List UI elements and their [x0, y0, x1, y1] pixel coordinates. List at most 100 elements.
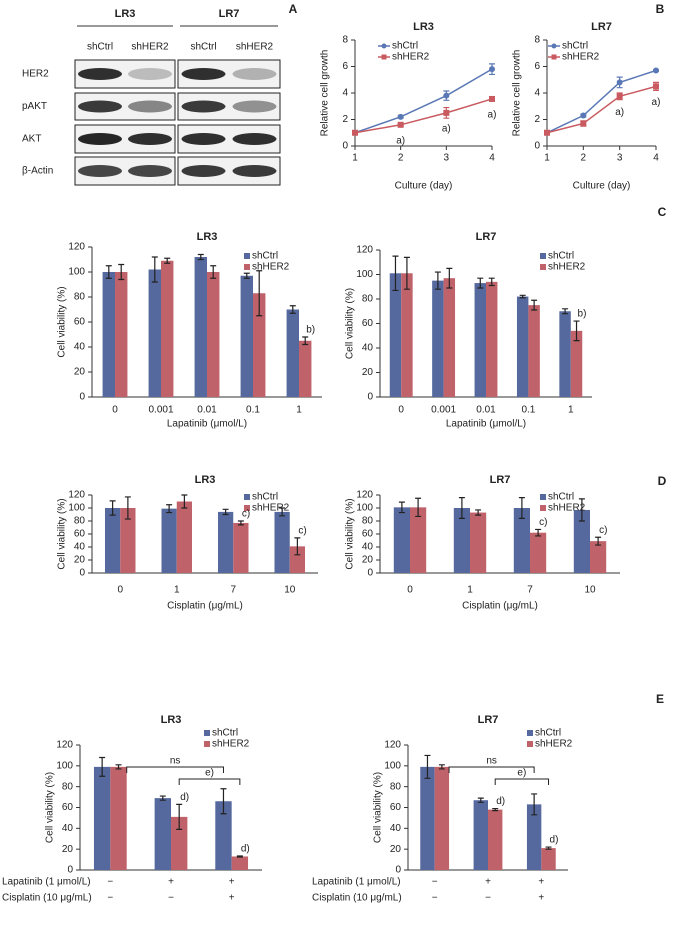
blot-band	[78, 100, 122, 113]
blot-band	[128, 133, 172, 145]
bar	[470, 512, 487, 573]
condition-level: +	[229, 877, 235, 888]
condition-level: +	[229, 893, 235, 904]
legend-marker	[381, 43, 387, 49]
error-bar	[118, 263, 125, 281]
y-tick-label: 20	[62, 844, 74, 855]
blot-band	[181, 165, 226, 177]
legend-label: shHER2	[252, 503, 290, 514]
x-tick-label: 0	[407, 585, 413, 596]
annotation: c)	[599, 525, 607, 536]
point	[616, 79, 623, 86]
error-bar	[535, 528, 542, 537]
y-tick-label: 80	[362, 294, 374, 305]
bar	[516, 296, 529, 397]
error-bar	[488, 277, 495, 287]
point	[653, 83, 659, 90]
y-tick-label: 60	[62, 802, 74, 813]
error-bar	[164, 257, 171, 264]
chart-title: LR7	[478, 714, 499, 726]
y-tick-label: 100	[384, 760, 401, 771]
legend-label: shCtrl	[252, 492, 278, 503]
condition-label: Lapatinib (1 μmol/L)	[2, 877, 91, 888]
legend-label: shHER2	[392, 52, 430, 63]
x-tick-label: 4	[653, 153, 659, 164]
legend-swatch	[540, 494, 546, 500]
y-tick-label: 60	[390, 802, 402, 813]
x-axis-label: Cisplatin (μg/mL)	[462, 601, 538, 612]
error-bar	[243, 272, 250, 279]
lane-label: shHER2	[236, 42, 274, 53]
blot-band	[78, 68, 122, 80]
error-bar	[236, 855, 243, 858]
bar	[573, 509, 590, 573]
error-bar	[392, 255, 399, 292]
legend-label: shHER2	[212, 739, 250, 750]
bar	[176, 501, 193, 573]
point	[653, 67, 659, 74]
point	[544, 129, 550, 136]
x-tick-label: 7	[527, 585, 533, 596]
bar	[541, 848, 556, 870]
x-tick-label: 10	[584, 585, 596, 596]
x-axis-label: Cisplatin (μg/mL)	[167, 601, 243, 612]
bar	[240, 275, 253, 397]
bar	[161, 260, 174, 397]
chart-title: LR7	[476, 231, 497, 243]
chart-title: LR3	[413, 21, 434, 33]
point	[580, 120, 587, 127]
y-axis-label: Cell viability (%)	[345, 288, 356, 359]
error-bar	[302, 336, 309, 346]
y-tick-label: 20	[362, 555, 374, 566]
x-tick-label: 0.1	[246, 405, 260, 416]
annotation: a)	[615, 107, 624, 118]
bar	[253, 293, 266, 397]
bracket-label: ns	[486, 756, 497, 767]
annotation: d)	[180, 792, 189, 803]
bar	[299, 340, 312, 397]
blot-band	[181, 68, 226, 80]
error-bar	[99, 756, 106, 777]
y-axis-label: Cell viability (%)	[57, 498, 68, 569]
error-bar	[109, 500, 116, 516]
x-tick-label: 1	[352, 153, 358, 164]
x-tick-label: 0	[398, 405, 404, 416]
annotation: a)	[396, 135, 405, 146]
x-tick-label: 3	[444, 153, 450, 164]
y-tick-label: 120	[56, 740, 73, 751]
condition-level: +	[485, 877, 491, 888]
legend-marker	[381, 54, 387, 60]
x-tick-label: 0.1	[521, 405, 535, 416]
error-bar	[220, 788, 227, 815]
y-tick-label: 100	[56, 760, 73, 771]
y-tick-label: 0	[534, 141, 540, 152]
series-line	[354, 68, 493, 134]
blot-band	[128, 165, 172, 177]
x-tick-label: 1	[544, 153, 550, 164]
condition-level: −	[107, 877, 113, 888]
error-bar	[477, 797, 484, 803]
annotation: a)	[442, 124, 451, 135]
error-bar	[573, 320, 580, 342]
chart-title: LR7	[490, 474, 511, 486]
bar	[570, 330, 583, 397]
x-tick-label: 2	[581, 153, 587, 164]
y-tick-label: 0	[395, 865, 401, 876]
legend-label: shCtrl	[392, 41, 418, 52]
error-bar	[294, 537, 301, 556]
error-bar	[595, 536, 602, 546]
legend-label: shCtrl	[548, 492, 574, 503]
panel-label: B	[656, 2, 665, 16]
error-bar	[415, 497, 422, 518]
error-bar	[166, 504, 173, 514]
point	[397, 113, 404, 120]
y-tick-label: 120	[356, 490, 373, 501]
legend-label: shHER2	[548, 503, 586, 514]
chart-title: LR3	[197, 231, 218, 243]
y-tick-label: 0	[367, 392, 373, 403]
error-bar	[289, 305, 296, 314]
bar	[217, 511, 234, 573]
error-bar	[115, 764, 122, 770]
x-tick-label: 1	[568, 405, 574, 416]
